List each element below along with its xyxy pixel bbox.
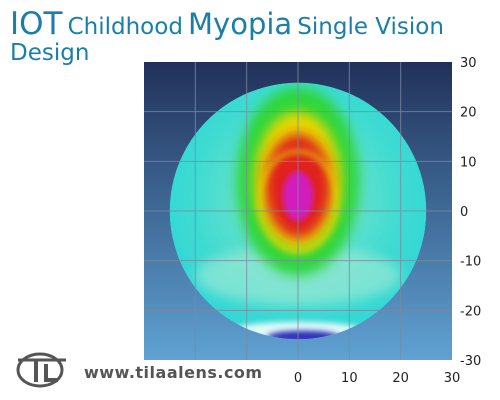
grid-lines bbox=[144, 62, 452, 360]
x-tick-label: 20 bbox=[392, 371, 409, 386]
y-tick-label: 30 bbox=[460, 56, 477, 71]
x-tick-label: 10 bbox=[341, 371, 358, 386]
title-word-single-vision: Single Vision bbox=[297, 14, 444, 40]
tila-logo-icon bbox=[16, 352, 66, 388]
y-axis-ticks: 30 20 10 0 -10 -20 -30 bbox=[460, 56, 481, 369]
y-tick-label: 10 bbox=[460, 155, 477, 170]
y-tick-label: -30 bbox=[460, 354, 481, 369]
title-brand: IOT bbox=[10, 6, 63, 42]
chart-title: IOT Childhood Myopia Single Vision Desig… bbox=[10, 8, 490, 65]
website-url[interactable]: www.tilaalens.com bbox=[84, 363, 263, 382]
title-word-design: Design bbox=[10, 39, 90, 66]
x-axis-ticks: 0 10 20 30 bbox=[294, 371, 460, 386]
title-word-myopia: Myopia bbox=[188, 7, 293, 41]
x-tick-label: 30 bbox=[444, 371, 461, 386]
y-tick-label: -10 bbox=[460, 255, 481, 270]
y-tick-label: -20 bbox=[460, 304, 481, 319]
lens-bottom-blue bbox=[267, 330, 340, 340]
x-tick-label: 0 bbox=[294, 371, 302, 386]
title-word-childhood: Childhood bbox=[67, 14, 183, 40]
y-tick-label: 0 bbox=[460, 205, 468, 220]
y-tick-label: 20 bbox=[460, 106, 477, 121]
